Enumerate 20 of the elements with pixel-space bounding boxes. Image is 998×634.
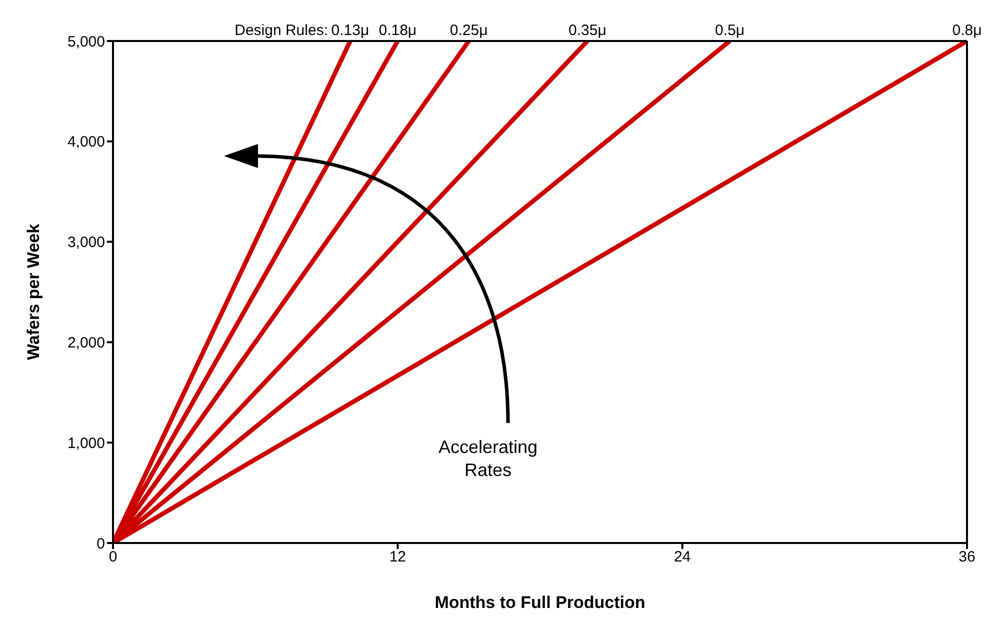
x-tick-label: 12: [389, 548, 406, 566]
y-tick-label: 5,000: [67, 33, 105, 50]
x-tick-label: 24: [674, 548, 691, 566]
series-label: 0.8μ: [952, 22, 982, 39]
x-tick-label: 36: [958, 548, 976, 566]
annotation: Accelerating Rates: [437, 436, 539, 482]
y-tick-label: 1,000: [67, 434, 105, 452]
y-tick-label: 0: [96, 535, 105, 552]
y-tick-label: 3,000: [67, 234, 105, 252]
series-label: 0.35μ: [568, 22, 606, 39]
y-axis-title: Wafers per Week: [24, 223, 44, 360]
y-tick-label: 4,000: [67, 134, 105, 151]
series-label: 0.5μ: [715, 22, 745, 39]
x-tick-label: 0: [108, 548, 118, 566]
legend-title: Design Rules:: [234, 22, 328, 39]
y-tick-label: 2,000: [67, 334, 105, 352]
series-label: 0.13μ: [331, 22, 370, 39]
series-label: 0.25μ: [450, 22, 488, 39]
series-label: 0.18μ: [378, 22, 417, 39]
x-axis-title: Months to Full Production: [434, 593, 646, 612]
